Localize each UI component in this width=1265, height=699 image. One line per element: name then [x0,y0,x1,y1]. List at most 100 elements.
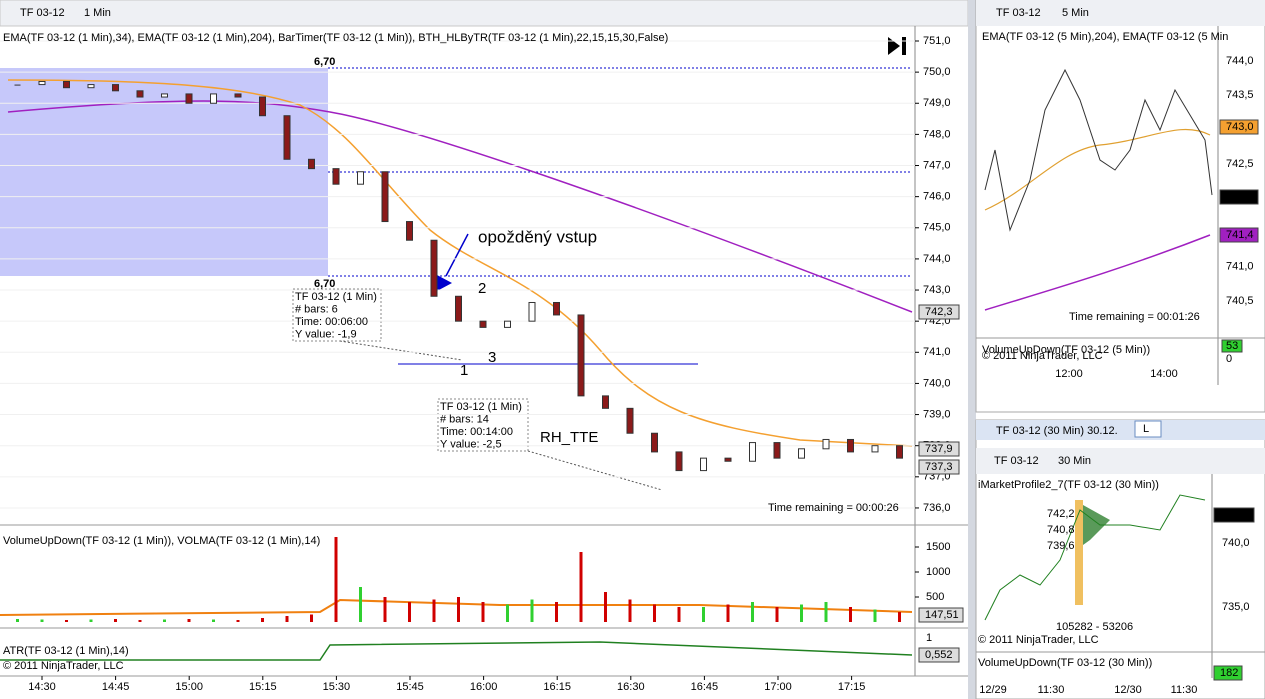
y-tick-label: 751,0 [923,35,951,47]
y-tick-label: 1000 [926,566,950,578]
candle [136,90,144,98]
volume-bar [138,620,142,622]
x-tick-label: 16:30 [617,681,645,693]
label: 5 Min [1062,7,1089,19]
value-box [918,647,960,663]
label: EMA(TF 03-12 (1 Min),34), EMA(TF 03-12 (… [3,32,668,44]
candle [847,438,854,453]
info-box [292,288,382,342]
candle [234,93,242,98]
y-tick-label: 1 [926,632,932,644]
volume-bar [40,619,44,622]
candle [773,442,781,459]
candle [455,295,462,322]
label: EMA(TF 03-12 (5 Min),204), EMA(TF 03-12 … [982,31,1228,43]
splitter [968,0,976,699]
label: TF 03-12 [20,7,65,19]
candle [602,395,609,409]
ema [984,128,1211,211]
candle [283,115,291,160]
label: © 2011 NinjaTrader, LLC [982,350,1103,362]
candle [871,445,879,453]
price-30min [984,494,1206,621]
volume-bar [285,616,289,622]
value-box [918,304,960,320]
info-text: Y value: -2,5 [440,438,502,450]
price-label: 147,51 [925,609,959,621]
label: TF 03-12 [994,455,1039,467]
volume-bar [775,607,779,622]
profile-label: 742,2 [1047,508,1075,520]
price-label: 737,9 [925,443,953,455]
value-box [1221,339,1243,353]
volume-bar [751,602,754,622]
window-button[interactable] [1134,420,1162,438]
candle [259,96,266,117]
y-tick-label: 1500 [926,541,950,553]
label: iMarketProfile2_7(TF 03-12 (30 Min)) [978,479,1159,491]
volume-bar [628,599,632,622]
value-box [1219,189,1259,205]
volume-bar [65,620,68,622]
volume-bar [310,614,313,622]
info-text: Time: 00:14:00 [440,426,513,438]
y-tick-label: 736,0 [923,502,951,514]
candle [308,158,315,170]
volume-bar [506,604,509,622]
volume-bar [604,592,607,622]
candle [896,445,903,459]
y-tick-label: 735,0 [1222,601,1250,613]
volume-bar [261,618,264,622]
x-tick-label: 11:30 [1171,684,1198,696]
title-bar [976,420,1265,440]
volume-bar [457,597,460,622]
x-tick-label: 14:30 [28,681,56,693]
label: © 2011 NinjaTrader, LLC [3,660,124,672]
candle [381,171,389,223]
volume-bar [89,619,93,622]
volume-bar [334,537,338,622]
toolbar [976,448,1265,474]
volume-bar [555,602,558,622]
y-tick-label: 743,0 [923,284,951,296]
volume-bar [653,604,656,622]
value-box [918,459,960,475]
label: ATR(TF 03-12 (1 Min),14) [3,645,129,657]
volume-bar [849,607,852,622]
info-text: Y value: -1,9 [295,328,357,340]
volume-bar [677,607,681,622]
value-box [1219,227,1259,243]
x-tick-label: 12:00 [1055,368,1083,380]
value-box [1213,665,1243,681]
price-label: 737,3 [925,461,953,473]
label: 105282 - 53206 [1056,621,1133,633]
candle [161,93,168,98]
candle [357,171,364,185]
candle [63,80,70,89]
y-tick-label: 0 [1226,353,1232,365]
label: Time remaining = 00:01:26 [1069,311,1200,323]
profile [1075,500,1083,605]
y-tick-label: 740,5 [1226,295,1254,307]
volume-bar [383,597,387,622]
candle [528,301,536,322]
annotation-arrow [445,233,469,277]
ema-204 [7,100,913,313]
volume-bar [481,602,485,622]
y-tick-label: 750,0 [923,66,951,78]
y-tick-label: 746,0 [923,191,951,203]
label: © 2011 NinjaTrader, LLC [978,634,1099,646]
y-tick-label: 749,0 [923,97,951,109]
price-label: 53 [1226,340,1238,352]
label: Time remaining = 00:00:26 [768,502,899,514]
point-label: 2 [478,280,486,297]
x-tick-label: 12/30 [1114,684,1142,696]
volume-bar [212,619,215,622]
candle [675,451,683,472]
y-tick-label: 500 [926,591,944,603]
play-icon[interactable] [902,37,906,55]
x-tick-label: 14:00 [1150,368,1178,380]
y-tick-label: 739,0 [923,408,951,420]
volume-bar [432,599,436,622]
candle [87,84,95,89]
